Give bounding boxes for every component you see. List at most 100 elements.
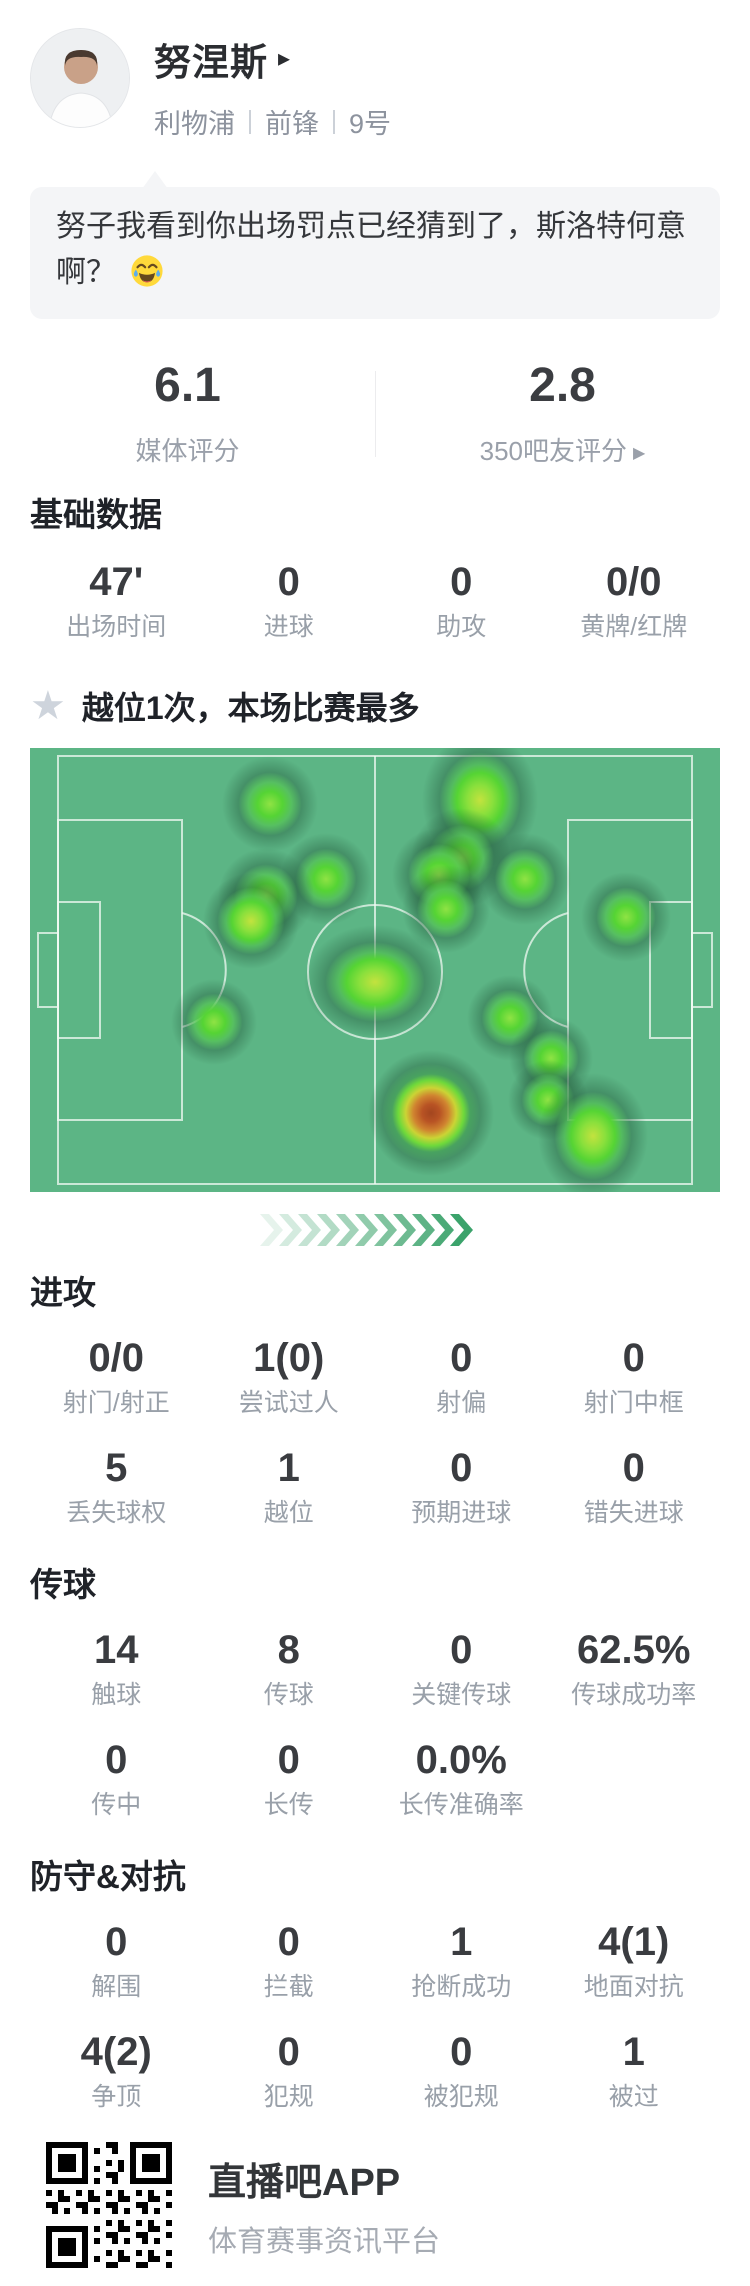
stat-label: 丢失球权	[66, 1499, 167, 1527]
triangle-right-icon: ▸	[278, 45, 291, 72]
app-footer: 直播吧APP 体育赛事资讯平台	[46, 2142, 750, 2286]
player-name-link[interactable]: 努涅斯 ▸	[154, 32, 391, 86]
divider	[249, 109, 251, 134]
stat-value: 0	[277, 560, 300, 604]
stat-cell: 4(1) 地面对抗	[548, 1918, 721, 2002]
player-photo-placeholder	[31, 29, 129, 127]
stat-label: 被犯规	[423, 2083, 499, 2111]
stat-label: 长传	[263, 1791, 314, 1819]
stat-value: 47'	[89, 560, 144, 604]
stat-label: 犯规	[263, 2083, 314, 2111]
star-icon: ★	[30, 684, 66, 728]
app-tagline: 体育赛事资讯平台	[208, 2225, 441, 2258]
player-team: 利物浦	[154, 109, 235, 139]
divider	[375, 371, 376, 457]
basic-data-section: 基础数据 47' 出场时间 0 进球 0 助攻 0/0 黄牌/红牌	[0, 494, 750, 642]
player-header: 努涅斯 ▸ 利物浦 前锋 9号	[0, 0, 750, 141]
stat-cell: 0 长传	[203, 1736, 376, 1820]
stat-label: 地面对抗	[583, 1973, 684, 2001]
stat-label: 尝试过人	[238, 1389, 339, 1417]
fans-rating-value: 2.8	[529, 359, 596, 412]
stat-label: 争顶	[91, 2083, 142, 2111]
heat-spot	[222, 756, 318, 852]
fans-rating[interactable]: 2.8 350吧友评分 ▶	[375, 351, 750, 468]
stat-cell: 8 传球	[203, 1626, 376, 1710]
stat-label: 传球成功率	[571, 1681, 697, 1709]
app-name: 直播吧APP	[208, 2161, 401, 2204]
stat-value: 8	[277, 1628, 300, 1672]
stat-cell: 0 关键传球	[375, 1626, 548, 1710]
stat-cell: 0/0 射门/射正	[30, 1334, 203, 1418]
stat-label: 黄牌/红牌	[580, 613, 688, 641]
section-title: 防守&对抗	[30, 1858, 186, 1895]
stat-label: 预期进球	[411, 1499, 512, 1527]
pitch-lines	[37, 755, 713, 1185]
stat-cell: 1(0) 尝试过人	[203, 1334, 376, 1418]
stat-cell: 0 被犯规	[375, 2028, 548, 2112]
media-rating: 6.1 媒体评分	[0, 351, 375, 468]
heat-spot	[203, 873, 299, 969]
highlight-row: ★ 越位1次，本场比赛最多	[30, 684, 720, 728]
stat-value: 0	[450, 1336, 473, 1380]
stat-cell: 0 预期进球	[375, 1444, 548, 1528]
stat-value: 1	[450, 1920, 473, 1964]
heat-spot	[171, 979, 257, 1065]
heat-spot	[368, 1050, 494, 1176]
avatar[interactable]	[30, 28, 130, 128]
stat-cell: 0 错失进球	[548, 1444, 721, 1528]
attack-section: 进攻 0/0 射门/射正 1(0) 尝试过人 0 射偏 0 射门中框 5 丢失球权 1 越位 0 预期进球…	[0, 1272, 750, 1528]
stat-cell: 4(2) 争顶	[30, 2028, 203, 2112]
comment-text: 努子我看到你出场罚点已经猜到了，斯洛特何意啊？	[56, 210, 686, 289]
stat-cell: 14 触球	[30, 1626, 203, 1710]
stat-value: 62.5%	[577, 1628, 691, 1672]
media-rating-label: 媒体评分	[135, 436, 240, 466]
stat-value: 4(1)	[598, 1920, 670, 1964]
stat-value: 0	[105, 1738, 128, 1782]
stat-value: 0	[450, 560, 473, 604]
fans-rating-label: 350吧友评分 ▶	[479, 436, 646, 466]
ratings-row: 6.1 媒体评分 2.8 350吧友评分 ▶	[0, 351, 750, 468]
stat-value: 14	[94, 1628, 139, 1672]
stat-cell: 1 越位	[203, 1444, 376, 1528]
player-number: 9号	[349, 109, 392, 139]
stat-cell: 0 进球	[203, 558, 376, 642]
triangle-right-icon: ▶	[633, 445, 646, 462]
stat-label: 进球	[263, 613, 314, 641]
stat-cell: 0.0% 长传准确率	[375, 1736, 548, 1820]
forward-chevrons-icon	[0, 1214, 750, 1246]
media-rating-value: 6.1	[154, 359, 221, 412]
stat-label: 射门/射正	[62, 1389, 170, 1417]
stat-value: 5	[105, 1446, 128, 1490]
stat-value: 1	[622, 2030, 645, 2074]
passing-section: 传球 14 触球 8 传球 0 关键传球 62.5% 传球成功率 0 传中 0 长传 0.0% 长传准确率	[0, 1564, 750, 1820]
player-position: 前锋	[265, 109, 319, 139]
stat-value: 0.0%	[415, 1738, 507, 1782]
highlight-text: 越位1次，本场比赛最多	[81, 690, 420, 726]
stat-label: 射门中框	[583, 1389, 684, 1417]
stat-label: 触球	[91, 1681, 142, 1709]
stat-label: 射偏	[436, 1389, 487, 1417]
player-subtitle: 利物浦 前锋 9号	[154, 102, 391, 141]
stat-cell: 1 抢断成功	[375, 1918, 548, 2002]
stat-value: 1(0)	[253, 1336, 325, 1380]
stat-cell: 47' 出场时间	[30, 558, 203, 642]
heat-spot	[479, 833, 571, 925]
stat-value: 0	[450, 1628, 473, 1672]
stat-value: 0	[277, 1738, 300, 1782]
stat-label: 出场时间	[66, 613, 167, 641]
stat-label: 被过	[608, 2083, 659, 2111]
heat-spot	[581, 872, 671, 962]
heat-spot	[304, 925, 446, 1039]
stat-cell: 0 解围	[30, 1918, 203, 2002]
heat-spot	[538, 1073, 648, 1192]
stat-label: 错失进球	[583, 1499, 684, 1527]
stat-label: 传球	[263, 1681, 314, 1709]
heatmap-field	[30, 748, 720, 1192]
stat-value: 0/0	[605, 560, 662, 604]
comment-bubble: 努子我看到你出场罚点已经猜到了，斯洛特何意啊？	[30, 171, 720, 319]
stat-value: 0	[622, 1336, 645, 1380]
stat-value: 0/0	[88, 1336, 145, 1380]
stat-cell: 0 传中	[30, 1736, 203, 1820]
player-name: 努涅斯	[154, 42, 268, 83]
stat-cell: 0 射门中框	[548, 1334, 721, 1418]
